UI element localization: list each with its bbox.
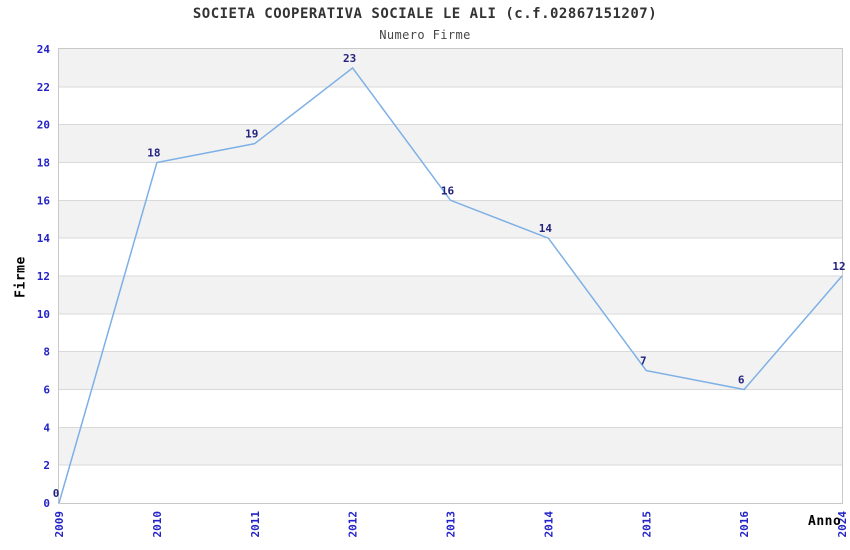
y-tick-label: 0 [43,497,50,510]
y-tick-label: 22 [37,81,50,94]
y-tick-label: 12 [37,270,50,283]
plot-band [59,200,842,239]
x-tick-label: 2016 [738,511,751,538]
y-tick-label: 18 [37,157,50,170]
y-tick-label: 4 [43,421,50,434]
plot-band [59,351,842,390]
x-tick-label: 2013 [445,511,458,538]
y-axis-label: Firme [13,256,29,298]
plot-band [59,124,842,163]
y-tick-label: 10 [37,308,50,321]
x-tick-label: 2012 [347,511,360,538]
point-label: 23 [343,52,356,65]
data-line [58,66,843,504]
x-tick-label: 2015 [640,511,653,538]
x-tick-label: 2014 [542,511,555,538]
x-tick-label: 2024 [836,511,849,538]
y-tick-label: 8 [43,346,50,359]
chart-subtitle: Numero Firme [379,28,471,42]
y-tick-label: 16 [37,194,51,207]
x-tick-label: 2009 [53,511,66,538]
y-tick-label: 6 [43,384,50,397]
y-tick-label: 24 [37,43,51,56]
plot-band [59,49,842,87]
y-tick-label: 20 [37,119,50,132]
chart-title: SOCIETA COOPERATIVA SOCIALE LE ALI (c.f.… [192,6,658,22]
plot-band [59,427,842,466]
x-tick-label: 2011 [249,511,262,538]
y-tick-label: 14 [37,232,51,245]
point-label: 18 [147,147,160,160]
point-label: 16 [441,184,455,197]
point-label: 7 [640,355,647,368]
y-tick-label: 2 [43,459,50,472]
point-label: 19 [245,128,258,141]
plot-band [59,276,842,314]
x-axis-label: Anno [808,514,842,529]
point-label: 0 [53,487,60,500]
x-tick-label: 2010 [151,511,164,538]
point-label: 6 [738,374,745,387]
plot-area: 0 18 19 23 16 14 7 6 12 0 2 4 6 8 10 12 14 16 18 20 22 24 2009… [37,43,849,538]
point-label: 12 [832,260,845,273]
point-label: 14 [539,222,553,235]
line-chart-svg: 0181923161476120246810121416182022242009… [37,43,849,538]
